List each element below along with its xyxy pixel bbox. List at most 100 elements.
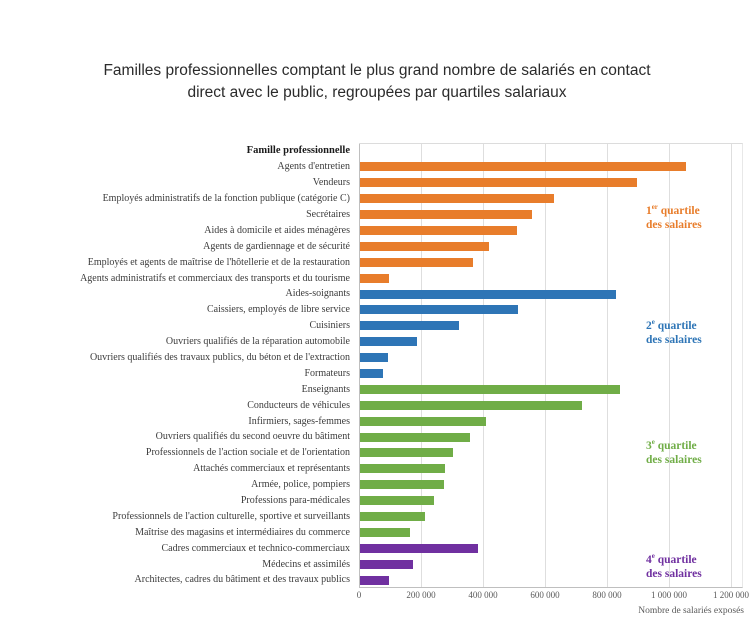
quartile-legend-line2: des salaires xyxy=(646,334,702,347)
chart-row: Agents administratifs et commerciaux des… xyxy=(0,270,754,286)
category-label: Employés et agents de maîtrise de l'hôte… xyxy=(87,256,350,268)
chart-row: Vendeurs xyxy=(0,175,754,191)
chart-row: Conducteurs de véhicules xyxy=(0,397,754,413)
chart-row: Attachés commerciaux et représentants xyxy=(0,461,754,477)
bar xyxy=(360,432,471,442)
x-tick-label: 400 000 xyxy=(468,589,498,600)
chart-row: Formateurs xyxy=(0,365,754,381)
x-tick-label: 0 xyxy=(356,589,362,600)
category-label: Professions para-médicales xyxy=(240,495,350,507)
category-label: Architectes, cadres du bâtiment et des t… xyxy=(134,574,350,586)
bar xyxy=(360,575,390,585)
bar xyxy=(360,162,686,172)
bar-track xyxy=(359,334,743,350)
bar-chart: 1er quartile des salaires 2e quartile des s… xyxy=(0,143,754,588)
bar xyxy=(360,241,489,251)
category-label: Armée, police, pompiers xyxy=(251,479,350,491)
quartile-legend-line1: 4e quartile xyxy=(646,553,697,566)
bar-track xyxy=(359,493,743,509)
header-track xyxy=(359,143,743,159)
bar-track xyxy=(359,524,743,540)
bar-track xyxy=(359,413,743,429)
bar xyxy=(360,257,474,267)
quartile-legend-line1: 1er quartile xyxy=(646,204,700,217)
bar-track xyxy=(359,175,743,191)
chart-row: Ouvriers qualifiés des travaux publics, … xyxy=(0,350,754,366)
chart-row: Cadres commerciaux et technico-commercia… xyxy=(0,540,754,556)
y-axis-line xyxy=(359,144,360,587)
category-label: Enseignants xyxy=(301,383,350,395)
bar-track xyxy=(359,238,743,254)
bar xyxy=(360,511,426,521)
bar-track xyxy=(359,429,743,445)
y-axis-header: Famille professionnelle xyxy=(246,145,350,157)
bar-track xyxy=(359,159,743,175)
bar xyxy=(360,527,410,537)
bar-track xyxy=(359,286,743,302)
chart-row: Agents de gardiennage et de sécurité xyxy=(0,238,754,254)
chart-row: Architectes, cadres du bâtiment et des t… xyxy=(0,572,754,588)
quartile-legend: 4e quartile des salaires xyxy=(646,550,702,582)
category-label: Secrétaires xyxy=(306,209,350,220)
category-label: Cadres commerciaux et technico-commercia… xyxy=(161,542,350,554)
chart-row: Caissiers, employés de libre service xyxy=(0,302,754,318)
x-tick-label: 1 200 000 xyxy=(713,589,749,600)
bar xyxy=(360,273,390,283)
bar xyxy=(360,480,444,490)
quartile-legend-line1: 3e quartile xyxy=(646,439,697,452)
x-axis-ticks: 0 200 000 400 000 600 000 800 000 1 000 000 1 … xyxy=(356,589,754,604)
category-label: Ouvriers qualifiés du second oeuvre du b… xyxy=(155,431,350,443)
bar-track xyxy=(359,350,743,366)
chart-row: Ouvriers qualifiés du second oeuvre du b… xyxy=(0,429,754,445)
category-label: Ouvriers qualifiés de la réparation auto… xyxy=(165,336,350,348)
chart-title: Familles professionnelles comptant le pl… xyxy=(103,62,651,101)
quartile-legend-line2: des salaires xyxy=(646,568,702,581)
bar xyxy=(360,305,519,315)
bar-track xyxy=(359,302,743,318)
chart-row: Enseignants xyxy=(0,381,754,397)
chart-row: Infirmiers, sages-femmes xyxy=(0,413,754,429)
bar xyxy=(360,448,453,458)
chart-row: Aides à domicile et aides ménagères xyxy=(0,222,754,238)
category-label: Agents administratifs et commerciaux des… xyxy=(80,272,350,284)
category-label: Conducteurs de véhicules xyxy=(247,399,350,411)
category-label: Attachés commerciaux et représentants xyxy=(193,463,350,475)
bar-track xyxy=(359,222,743,238)
x-tick-label: 200 000 xyxy=(406,589,436,600)
category-label: Caissiers, employés de libre service xyxy=(206,304,350,316)
bar-track xyxy=(359,445,743,461)
bar-rows: Agents d'entretien Vendeurs Employés admin… xyxy=(0,159,754,588)
quartile-legend-line2: des salaires xyxy=(646,454,702,467)
bar-track xyxy=(359,381,743,397)
quartile-legend: 1er quartile des salaires xyxy=(646,201,702,233)
chart-row: Cuisiniers xyxy=(0,318,754,334)
chart-row: Professionnels de l'action culturelle, s… xyxy=(0,508,754,524)
chart-row: Armée, police, pompiers xyxy=(0,477,754,493)
gridline xyxy=(731,144,732,587)
gridline xyxy=(545,144,546,587)
bar-track xyxy=(359,461,743,477)
quartile-legend: 3e quartile des salaires xyxy=(646,436,702,468)
bar-track xyxy=(359,270,743,286)
gridline xyxy=(607,144,608,587)
quartile-legend: 2e quartile des salaires xyxy=(646,316,702,348)
chart-row: Agents d'entretien xyxy=(0,159,754,175)
bar xyxy=(360,178,638,188)
category-label: Professionnels de l'action culturelle, s… xyxy=(112,510,350,522)
gridline xyxy=(483,144,484,587)
bar-track xyxy=(359,254,743,270)
x-axis-title: Nombre de salariés exposés xyxy=(638,605,744,616)
x-tick-label: 800 000 xyxy=(592,589,622,600)
gridline xyxy=(421,144,422,587)
bar xyxy=(360,353,388,363)
bar xyxy=(360,368,384,378)
bar-track xyxy=(359,556,743,572)
bar xyxy=(360,210,533,220)
bar xyxy=(360,384,621,394)
bar-track xyxy=(359,191,743,207)
bar-track xyxy=(359,572,743,588)
category-label: Aides-soignants xyxy=(285,288,350,300)
bar xyxy=(360,416,486,426)
bar xyxy=(360,225,517,235)
